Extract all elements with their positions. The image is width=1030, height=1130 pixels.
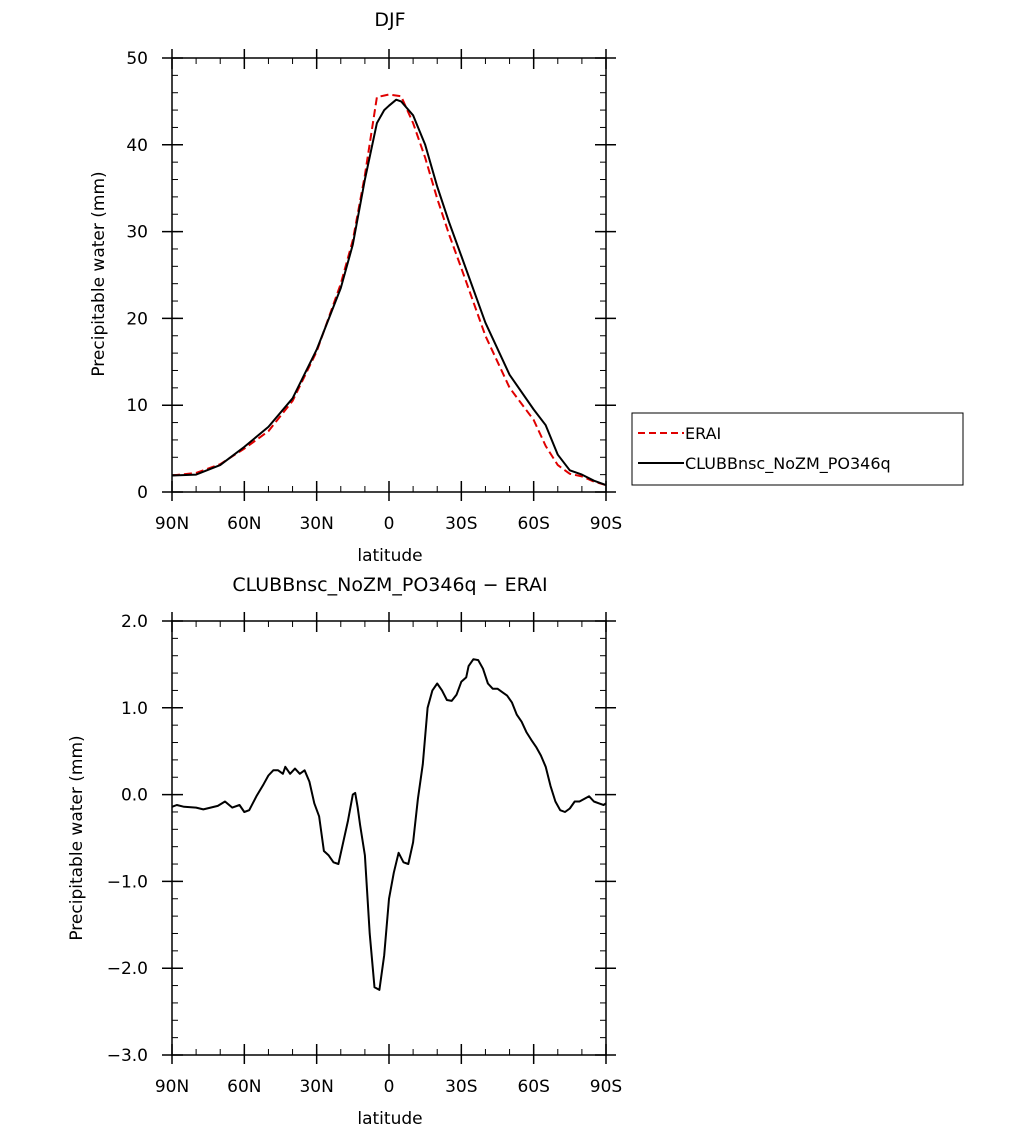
top-y-axis-label: Precipitable water (mm) <box>89 171 109 376</box>
y-tick-label: 10 <box>126 396 148 416</box>
x-tick-label: 90S <box>590 514 622 534</box>
x-tick-label: 90N <box>155 514 189 534</box>
y-tick-label: −3.0 <box>107 1046 148 1066</box>
legend-box <box>631 412 964 486</box>
y-tick-label: −2.0 <box>107 959 148 979</box>
legend-clubb-label: CLUBBnsc_NoZM_PO346q <box>685 454 891 474</box>
x-tick-label: 60S <box>517 1077 549 1097</box>
y-tick-label: 1.0 <box>121 699 148 719</box>
x-tick-label: 30S <box>445 514 477 534</box>
x-tick-label: 60N <box>227 1077 261 1097</box>
top-panel: DJF 90N 60N 30N 0 30S 60S 90S 0 10 20 30 40 50 latit… <box>89 9 964 566</box>
bottom-chart-title: CLUBBnsc_NoZM_PO346q − ERAI <box>232 574 547 596</box>
y-tick-label: 30 <box>126 223 148 243</box>
y-tick-label: 50 <box>126 49 148 69</box>
x-tick-label: 30S <box>445 1077 477 1097</box>
x-tick-label: 0 <box>384 1077 395 1097</box>
y-tick-label: 40 <box>126 136 148 156</box>
x-tick-label: 90S <box>590 1077 622 1097</box>
top-plot-frame <box>171 57 607 493</box>
top-x-axis-label: latitude <box>357 546 422 566</box>
bottom-series-lines <box>171 658 607 991</box>
bottom-panel: CLUBBnsc_NoZM_PO346q − ERAI 90N 60N 30N 0 30… <box>67 574 622 1129</box>
y-tick-label: −1.0 <box>107 872 148 892</box>
bottom-y-axis-label: Precipitable water (mm) <box>67 735 87 940</box>
legend: ERAI CLUBBnsc_NoZM_PO346q <box>631 412 964 486</box>
series-line-clubbnsc-nozm-po346q <box>171 98 607 487</box>
series-line-difference <box>171 658 607 991</box>
series-line-erai <box>171 93 607 487</box>
x-tick-label: 60N <box>227 514 261 534</box>
bottom-plot-frame <box>171 620 607 1056</box>
x-tick-label: 60S <box>517 514 549 534</box>
top-series-lines <box>171 93 607 487</box>
legend-erai-label: ERAI <box>685 424 721 443</box>
x-tick-label: 0 <box>384 514 395 534</box>
y-tick-label: 20 <box>126 309 148 329</box>
y-tick-label: 0.0 <box>121 786 148 806</box>
x-tick-label: 30N <box>299 514 333 534</box>
bottom-x-axis-label: latitude <box>357 1109 422 1129</box>
x-tick-label: 90N <box>155 1077 189 1097</box>
y-tick-label: 0 <box>137 483 148 503</box>
y-tick-label: 2.0 <box>121 612 148 632</box>
top-axis-ticks: 90N 60N 30N 0 30S 60S 90S 0 10 20 30 40 50 <box>126 49 622 534</box>
x-tick-label: 30N <box>299 1077 333 1097</box>
top-chart-title: DJF <box>374 9 405 31</box>
